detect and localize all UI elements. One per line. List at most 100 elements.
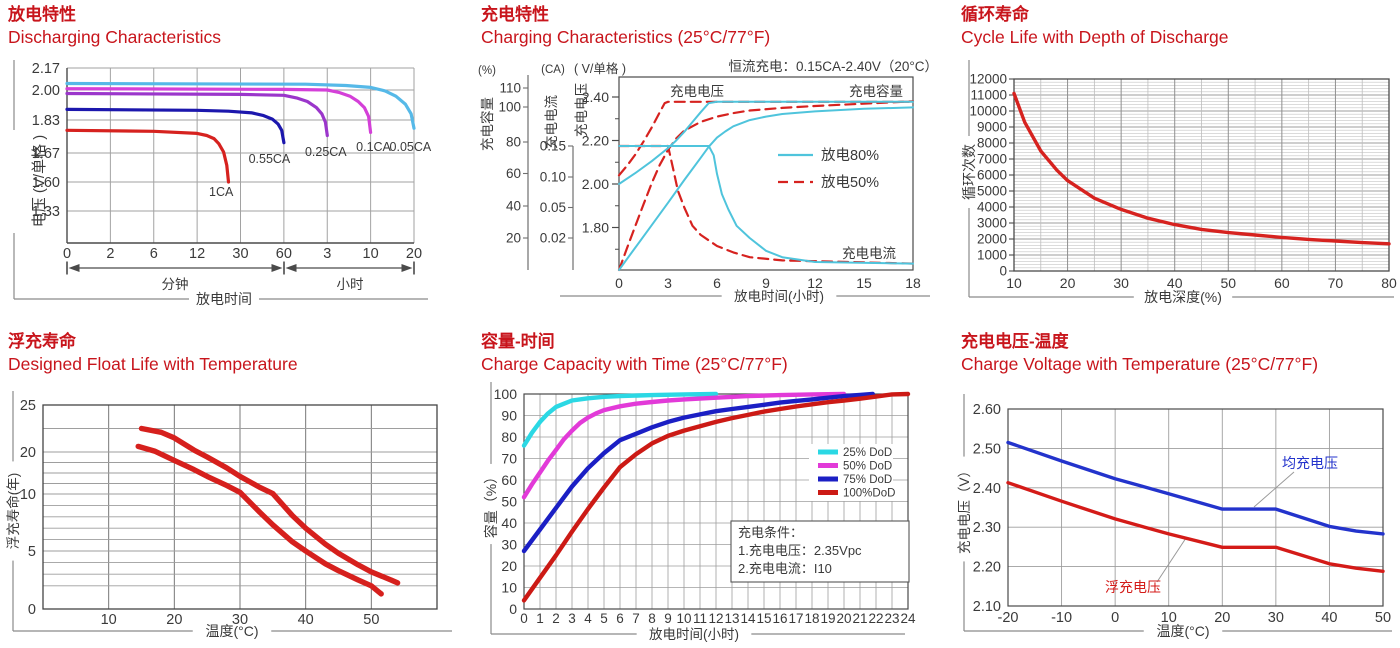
y-tick-label: 1.83 <box>32 113 60 129</box>
y-tick-label: 80 <box>501 429 517 445</box>
y-tick-label: 0 <box>28 602 36 618</box>
charge-condition-line: 2.充电电流：I10 <box>738 561 832 576</box>
y-tick-label: 2.50 <box>973 441 1001 457</box>
x-tick-label: 15 <box>756 611 771 626</box>
x-tick-label: 20 <box>1060 275 1076 291</box>
x-axis-title: 放电时间(小时) <box>649 627 739 642</box>
y-tick-label: 3000 <box>977 216 1007 231</box>
x-tick-label: 18 <box>905 275 921 291</box>
y-tick-label: 2.10 <box>973 599 1001 615</box>
capacity-tick-label: 40 <box>506 199 521 214</box>
y-tick-label: 20 <box>20 445 36 461</box>
legend-label: 75% DoD <box>843 474 892 486</box>
capacity-time-title-block: 容量-时间 Charge Capacity with Time (25°C/77… <box>481 331 788 375</box>
x-tick-label: 10 <box>1161 610 1177 626</box>
x-tick-label: 23 <box>884 611 899 626</box>
chart-title-en: Charging Characteristics (25°C/77°F) <box>481 27 771 47</box>
capacity-tick-label: 80 <box>506 135 521 150</box>
y-tick-label: 1.67 <box>32 146 60 162</box>
curve-cycle-life <box>1012 91 1391 246</box>
y-tick-label: 2.40 <box>973 481 1001 497</box>
curve-float-voltage <box>1006 481 1385 573</box>
x-tick-label: 40 <box>1167 275 1183 291</box>
series-label: 0.1CA <box>356 140 391 154</box>
y-axis-title: 充电电压（V） <box>957 464 972 554</box>
legend-label: 25% DoD <box>843 447 892 459</box>
x-tick-label: 12 <box>189 246 205 262</box>
y-tick-label: 1.33 <box>32 204 60 220</box>
curve-current-80 <box>618 145 914 265</box>
x-tick-label: 3 <box>568 611 576 626</box>
y-tick-label: 20 <box>501 558 517 574</box>
x-tick-label: 5 <box>600 611 608 626</box>
x-tick-label: 60 <box>276 246 292 262</box>
curve-0.1CA <box>65 87 373 134</box>
charge-condition-box <box>730 520 910 583</box>
x-tick-label: 8 <box>648 611 656 626</box>
voltage-axis-title: 充电电压 <box>574 83 589 137</box>
chart-title-en: Cycle Life with Depth of Discharge <box>961 27 1229 47</box>
y-tick-label: 40 <box>501 515 517 531</box>
x-tick-label: 80 <box>1381 275 1397 291</box>
x-tick-label: 30 <box>1113 275 1129 291</box>
curve-100pct-dod <box>521 391 911 603</box>
chart-title-zh: 浮充寿命 <box>8 332 76 351</box>
y-tick-label: 6000 <box>977 168 1007 183</box>
curve-voltage-50 <box>617 100 915 177</box>
curve-label: 充电容量 <box>849 83 903 99</box>
y-tick-label: 9000 <box>977 120 1007 135</box>
equalize-voltage-label: 均充电压 <box>1282 455 1338 471</box>
current-tick-label: 0.05 <box>540 200 566 215</box>
y-tick-label: 8000 <box>977 136 1007 151</box>
float-life-title-block: 浮充寿命 Designed Float Life with Temperatur… <box>8 331 298 375</box>
x-tick-label: 6 <box>713 275 721 291</box>
chart-title-zh: 充电特性 <box>481 5 549 24</box>
charge-voltage-temperature-chart: 2.60 2.50 2.40 2.30 2.20 2.10-20 -10 0 10 20 30 40 5… <box>957 394 1392 639</box>
curve-1CA <box>65 128 231 184</box>
y-tick-label: 50 <box>501 494 517 510</box>
y-tick-label: 10 <box>501 580 517 596</box>
capacity-tick-label: 60 <box>506 166 521 181</box>
x-tick-label: 10 <box>1006 275 1022 291</box>
x-tick-label: 9 <box>762 275 770 291</box>
curve-25pct-dod <box>521 391 719 448</box>
curve-current-50 <box>617 144 915 265</box>
x-tick-label: 40 <box>298 612 314 628</box>
y-tick-label: 25 <box>20 398 36 414</box>
y-tick-label: 11000 <box>970 88 1007 103</box>
capacity-tick-label: 100 <box>498 100 521 115</box>
chart-title-en: Designed Float Life with Temperature <box>8 354 298 374</box>
x-tick-label: 30 <box>232 246 248 262</box>
current-tick-label: 0.15 <box>540 139 566 154</box>
x-tick-label: 10 <box>101 612 117 628</box>
x-axis-title: 放电时间(小时) <box>734 289 824 304</box>
chart-title-en: Discharging Characteristics <box>8 27 221 47</box>
constant-current-annotation: 恒流充电：0.15CA-2.40V（20°C） <box>729 59 938 74</box>
x-tick-label: 50 <box>1220 275 1236 291</box>
x-tick-label: 19 <box>820 611 835 626</box>
x-tick-label: -20 <box>998 610 1019 626</box>
x-tick-label: 70 <box>1328 275 1344 291</box>
y-axis-title: 浮充寿命(年) <box>5 473 21 550</box>
x-tick-label: 0 <box>520 611 528 626</box>
voltage-tick-label: 2.40 <box>582 89 609 105</box>
series-label: 0.55CA <box>249 152 291 166</box>
voltage-tick-label: 2.20 <box>582 133 609 149</box>
chart-title-zh: 放电特性 <box>8 5 76 24</box>
y-axis-title: 容量（%） <box>483 470 499 538</box>
capacity-tick-label: 20 <box>506 231 521 246</box>
charging-title-block: 充电特性 Charging Characteristics (25°C/77°F… <box>481 4 770 48</box>
y-tick-label: 12000 <box>969 72 1007 87</box>
x-tick-label: 30 <box>232 612 248 628</box>
x-tick-label: 0 <box>615 275 623 291</box>
y-tick-label: 2.30 <box>973 520 1001 536</box>
x-tick-label: 30 <box>1268 610 1284 626</box>
current-tick-label: 0.10 <box>540 170 566 185</box>
y-tick-label: 90 <box>501 408 517 424</box>
x-axis-title: 温度(°C) <box>1156 623 1209 639</box>
x-tick-label: 0 <box>63 246 71 262</box>
x-tick-label: 4 <box>584 611 592 626</box>
